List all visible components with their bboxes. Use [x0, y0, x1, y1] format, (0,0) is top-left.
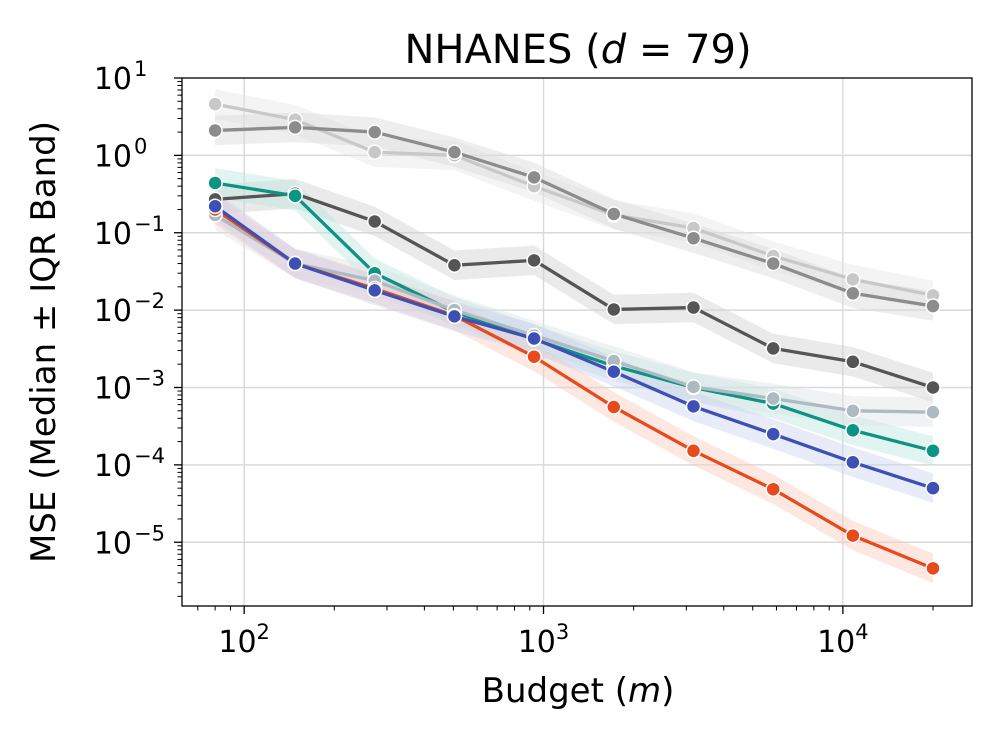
- data-point: [925, 480, 941, 496]
- data-point: [925, 404, 941, 420]
- data-point: [685, 230, 702, 246]
- data-point: [207, 122, 223, 139]
- data-point: [526, 330, 542, 347]
- data-point: [925, 379, 941, 396]
- data-point: [366, 144, 383, 160]
- data-point: [925, 443, 941, 459]
- iqr-band-5: [215, 194, 933, 584]
- x-tick-label: 104: [817, 620, 869, 660]
- series-markers: [207, 96, 941, 577]
- data-point: [526, 348, 542, 365]
- iqr-band-2: [215, 178, 933, 403]
- data-point: [606, 399, 622, 415]
- data-point: [685, 398, 702, 415]
- series-line-4: [214, 213, 934, 414]
- data-point: [207, 175, 223, 191]
- y-tick-label: 10−1: [94, 212, 165, 252]
- data-point: [845, 527, 861, 544]
- x-tick-label: 102: [218, 620, 270, 660]
- data-point: [925, 560, 941, 577]
- iqr-band-4: [215, 200, 933, 427]
- data-point: [845, 354, 861, 370]
- series-line-6: [214, 204, 934, 490]
- data-point: [845, 403, 861, 419]
- data-point: [526, 252, 542, 269]
- data-point: [685, 379, 702, 395]
- y-tick-label: 100: [94, 134, 148, 174]
- iqr-band-1: [215, 112, 933, 321]
- data-point: [287, 255, 303, 272]
- axis-ticks: 102 103 104 101 100 10−1 10−2 10−3 10−4 10−5: [94, 57, 934, 660]
- series-line-3: [214, 181, 934, 453]
- x-tick-label: 103: [518, 620, 570, 660]
- data-point: [606, 363, 622, 380]
- data-point: [526, 169, 542, 186]
- data-point: [685, 443, 702, 459]
- y-tick-label: 10−3: [94, 367, 165, 407]
- data-point: [207, 96, 223, 112]
- data-point: [765, 390, 781, 407]
- data-point: [925, 298, 941, 314]
- series-line-2: [215, 192, 934, 390]
- y-tick-label: 10−5: [94, 521, 165, 561]
- iqr-band-3: [215, 168, 933, 466]
- y-tick-label: 101: [94, 57, 148, 97]
- series-lines: [214, 102, 934, 570]
- data-point: [366, 213, 383, 230]
- data-point: [765, 255, 781, 272]
- data-point: [845, 454, 861, 471]
- data-point: [366, 124, 383, 140]
- data-point: [765, 481, 781, 497]
- data-point: [765, 340, 781, 357]
- grid: [182, 78, 972, 606]
- data-point: [446, 257, 463, 274]
- data-point: [685, 299, 702, 316]
- y-tick-label: 10−2: [94, 289, 165, 329]
- y-axis-label: MSE (Median ± IQR Band): [24, 121, 64, 563]
- data-point: [765, 426, 781, 442]
- data-point: [446, 144, 463, 160]
- series-line-1: [215, 125, 934, 308]
- data-point: [287, 119, 303, 136]
- x-axis-label: Budget (m): [482, 671, 675, 711]
- iqr-bands: [215, 89, 933, 584]
- data-point: [845, 285, 861, 302]
- y-tick-label: 10−4: [94, 444, 165, 484]
- data-point: [606, 206, 622, 222]
- plot-frame: [181, 77, 973, 607]
- data-point: [446, 308, 463, 325]
- series-line-0: [214, 102, 934, 298]
- data-point: [207, 198, 223, 215]
- data-point: [287, 188, 303, 204]
- data-point: [845, 271, 861, 288]
- data-point: [606, 301, 622, 318]
- chart-title: NHANES (d = 79): [404, 27, 751, 73]
- data-point: [845, 422, 861, 439]
- data-point: [366, 282, 383, 299]
